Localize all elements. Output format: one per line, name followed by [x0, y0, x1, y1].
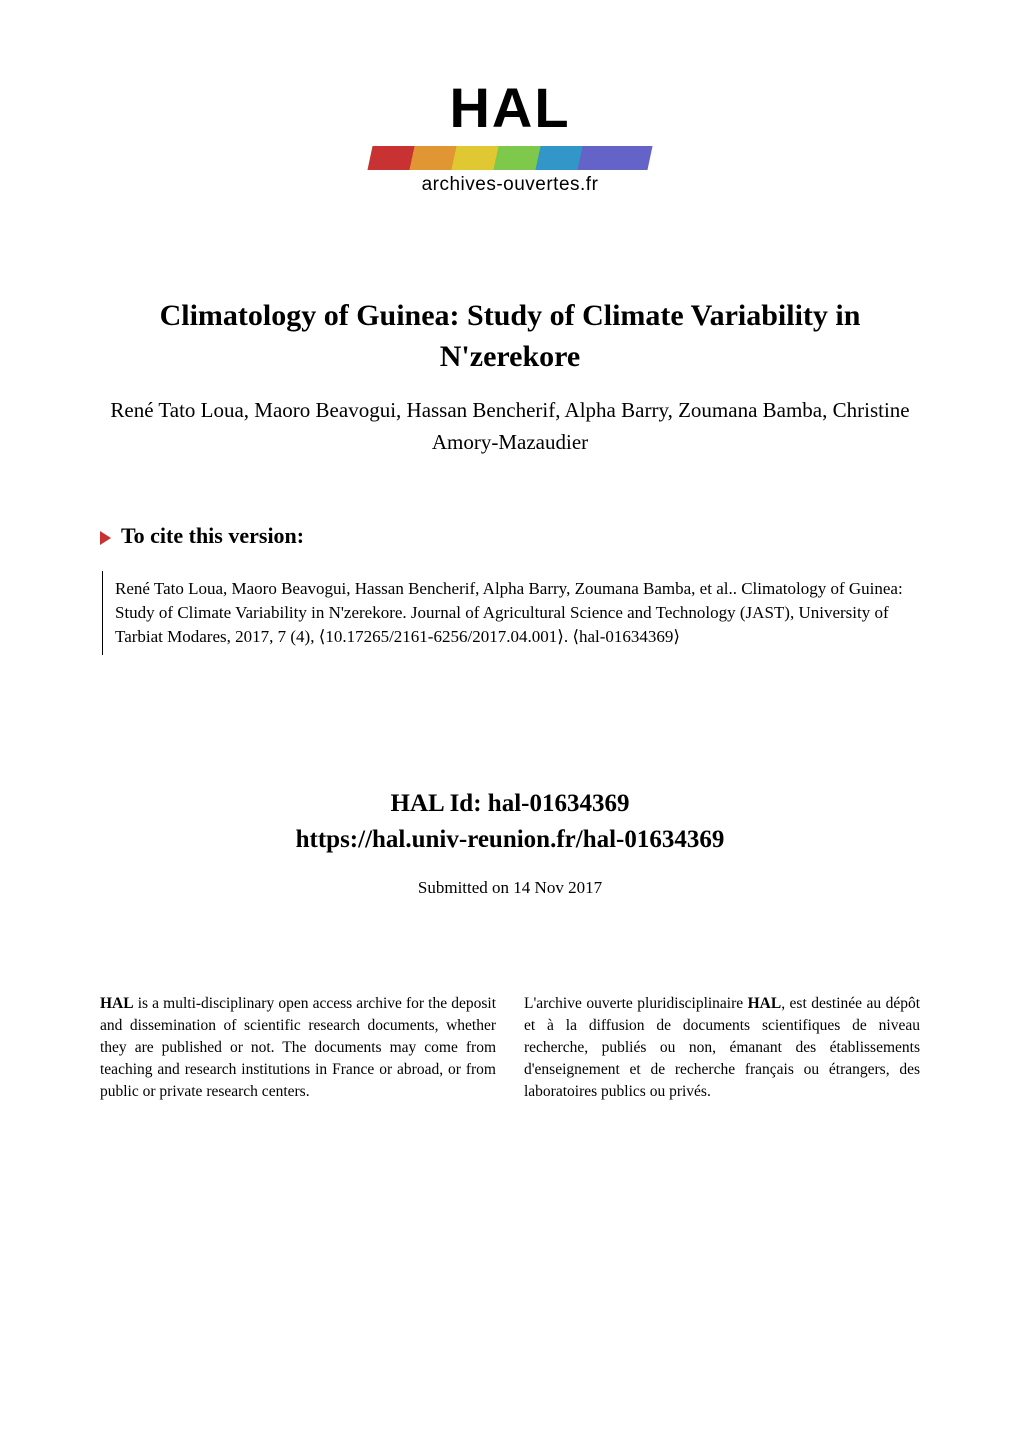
- submitted-date: Submitted on 14 Nov 2017: [0, 878, 1020, 898]
- footer-left-text: HAL is a multi-disciplinary open access …: [100, 995, 496, 1100]
- footer-left: HAL is a multi-disciplinary open access …: [100, 993, 496, 1103]
- logo-container: HAL archives-ouvertes.fr: [0, 0, 1020, 256]
- cite-section: To cite this version: René Tato Loua, Ma…: [0, 468, 1020, 655]
- footer-right: L'archive ouverte pluridisciplinaire HAL…: [524, 993, 920, 1103]
- logo-color-bar: [367, 146, 652, 170]
- footer-columns: HAL is a multi-disciplinary open access …: [0, 993, 1020, 1103]
- triangle-icon: [100, 531, 111, 545]
- hal-logo: HAL archives-ouvertes.fr: [370, 75, 650, 196]
- footer-right-text: L'archive ouverte pluridisciplinaire HAL…: [524, 995, 920, 1100]
- hal-url: https://hal.univ-reunion.fr/hal-01634369: [0, 826, 1020, 854]
- paper-title: Climatology of Guinea: Study of Climate …: [100, 296, 920, 377]
- citation-text: René Tato Loua, Maoro Beavogui, Hassan B…: [102, 571, 920, 655]
- cite-heading: To cite this version:: [100, 523, 920, 549]
- cite-heading-text: To cite this version:: [121, 523, 304, 548]
- logo-text: HAL: [449, 75, 570, 140]
- authors-list: René Tato Loua, Maoro Beavogui, Hassan B…: [100, 395, 920, 458]
- hal-id-block: HAL Id: hal-01634369 https://hal.univ-re…: [0, 790, 1020, 854]
- title-block: Climatology of Guinea: Study of Climate …: [0, 256, 1020, 468]
- logo-subtitle: archives-ouvertes.fr: [422, 174, 599, 196]
- hal-id-label: HAL Id: hal-01634369: [0, 790, 1020, 818]
